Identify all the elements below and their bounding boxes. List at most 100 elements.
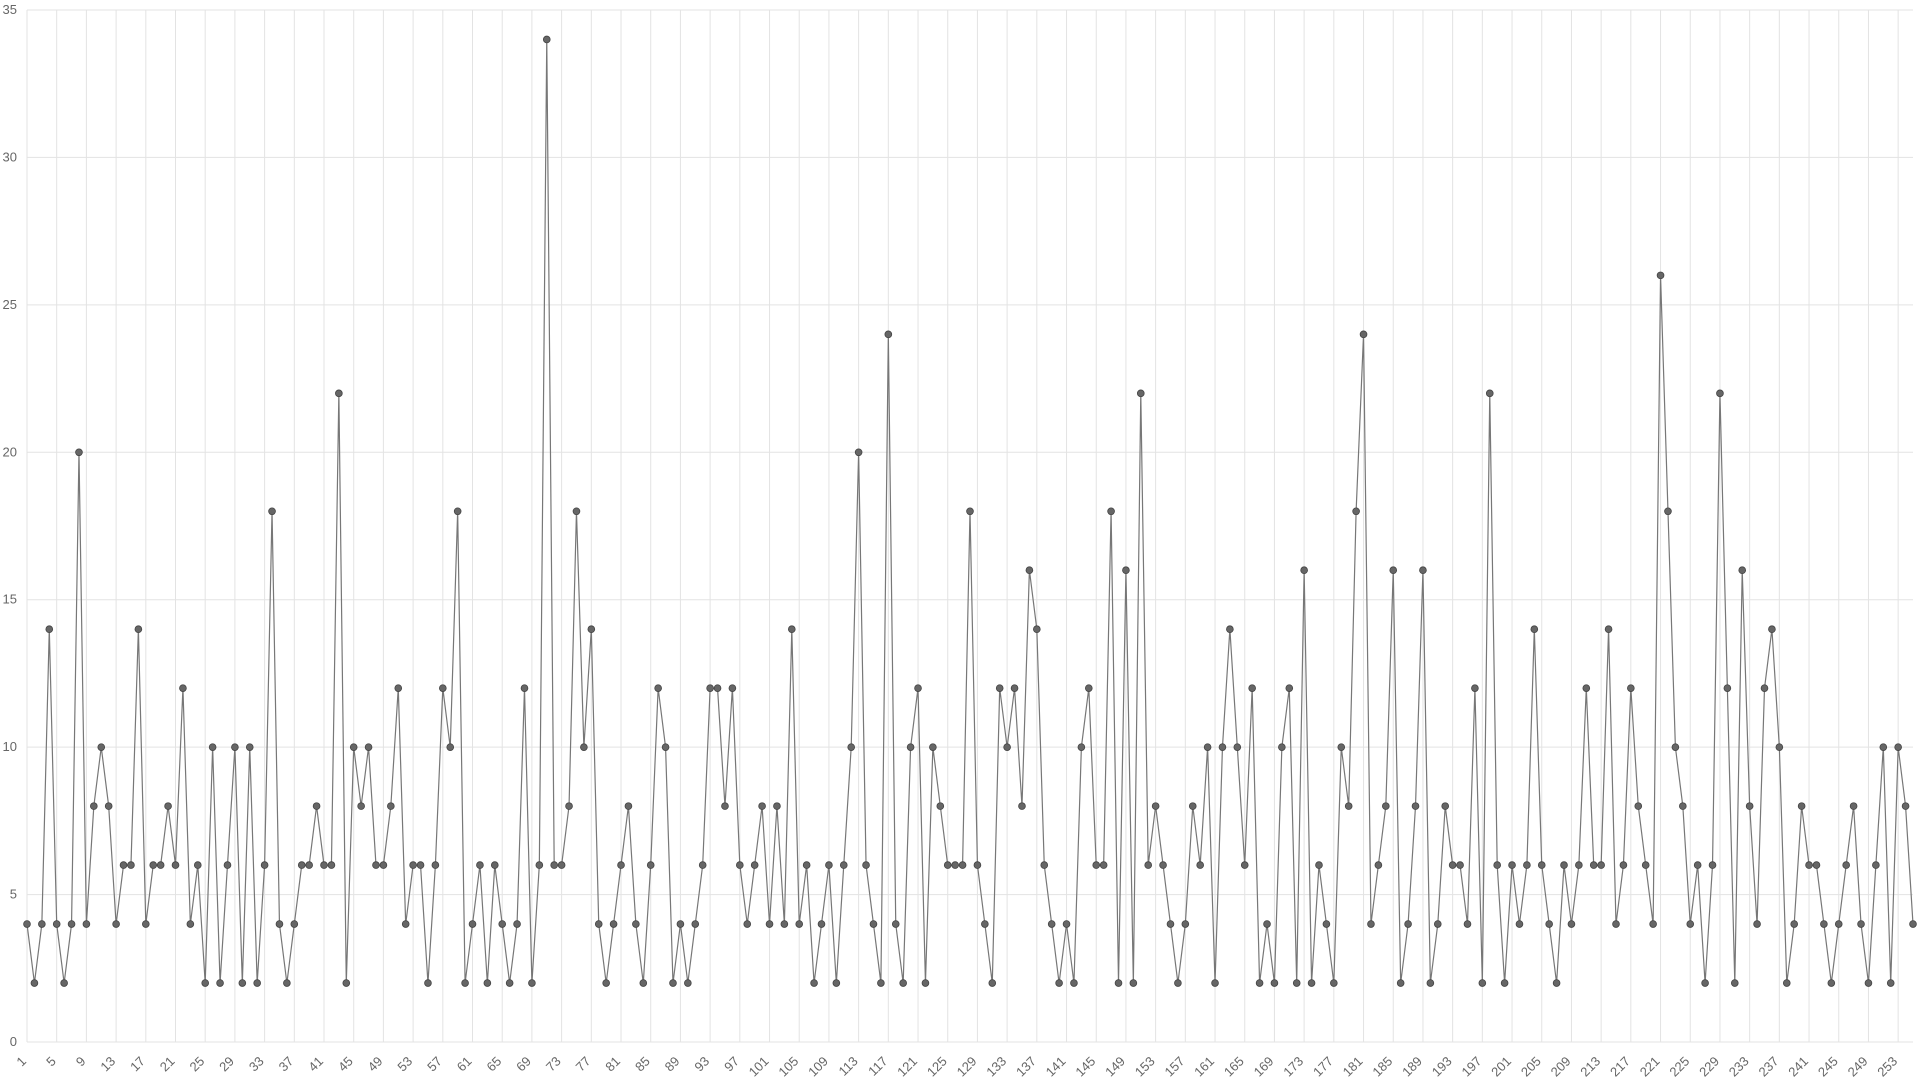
x-tick-label: 37 — [276, 1054, 297, 1075]
data-point — [1738, 566, 1747, 575]
data-point — [787, 625, 796, 633]
data-point — [349, 743, 358, 751]
data-point — [906, 743, 915, 751]
data-point — [1292, 979, 1301, 987]
x-tick-label: 173 — [1280, 1054, 1306, 1080]
data-point — [713, 684, 722, 692]
data-point — [231, 743, 239, 751]
data-point — [1233, 743, 1242, 751]
data-point — [1188, 802, 1197, 810]
data-point — [891, 920, 900, 928]
data-point — [201, 979, 210, 987]
data-point — [1396, 979, 1405, 987]
data-point — [899, 979, 907, 987]
x-tick-label: 205 — [1518, 1054, 1544, 1080]
data-point — [1181, 920, 1190, 928]
data-point — [1753, 920, 1761, 928]
data-point — [914, 684, 922, 692]
data-point — [505, 979, 514, 987]
data-point — [542, 35, 551, 44]
data-point — [966, 507, 974, 516]
data-point — [1433, 920, 1442, 928]
data-point — [52, 920, 61, 928]
data-point — [706, 684, 714, 692]
x-tick-label: 73 — [543, 1054, 564, 1075]
x-tick-label: 237 — [1756, 1054, 1782, 1080]
data-point — [1493, 861, 1501, 869]
x-tick-label: 61 — [454, 1054, 475, 1075]
data-point — [528, 979, 536, 987]
data-point — [587, 625, 596, 633]
data-point — [1901, 802, 1910, 810]
data-point — [431, 861, 440, 869]
data-point — [1894, 743, 1902, 751]
data-point — [1107, 507, 1115, 516]
x-tick-label: 221 — [1637, 1054, 1663, 1080]
data-point — [305, 861, 313, 869]
data-point — [127, 861, 135, 869]
data-point — [468, 920, 477, 928]
data-point — [1285, 684, 1294, 692]
data-point — [490, 861, 499, 869]
x-tick-label: 53 — [394, 1054, 415, 1075]
data-point — [1582, 684, 1591, 692]
data-point — [580, 743, 588, 751]
data-point — [1255, 979, 1264, 987]
data-point — [981, 920, 989, 928]
data-point — [1730, 979, 1739, 987]
data-point — [929, 743, 937, 751]
data-point — [1411, 802, 1420, 810]
x-tick-label: 77 — [573, 1054, 594, 1075]
data-point — [297, 861, 306, 869]
data-point — [1144, 861, 1153, 869]
data-point — [446, 743, 455, 751]
data-point — [639, 979, 648, 987]
x-tick-label: 21 — [157, 1054, 178, 1075]
data-point — [1033, 625, 1041, 633]
data-point — [453, 507, 462, 516]
x-tick-label: 1 — [13, 1054, 29, 1070]
data-point — [260, 861, 269, 869]
x-tick-label: 137 — [1013, 1054, 1039, 1080]
data-point — [609, 920, 618, 928]
data-point — [1263, 920, 1271, 928]
data-point — [1278, 743, 1286, 751]
data-point — [1203, 743, 1212, 751]
x-tick-label: 245 — [1815, 1054, 1841, 1080]
data-point — [602, 979, 610, 987]
data-point — [750, 861, 759, 869]
x-tick-label: 249 — [1845, 1054, 1871, 1080]
data-point — [513, 920, 521, 928]
data-point — [862, 861, 870, 869]
data-point — [1500, 979, 1509, 987]
data-point — [624, 802, 633, 810]
data-point — [1827, 979, 1836, 987]
data-point — [1552, 979, 1561, 987]
data-point — [565, 802, 573, 810]
x-tick-label: 85 — [632, 1054, 653, 1075]
x-tick-label: 217 — [1607, 1054, 1633, 1080]
data-point — [372, 861, 380, 869]
data-point — [1359, 330, 1368, 339]
x-tick-label: 133 — [983, 1054, 1009, 1080]
x-tick-label: 101 — [746, 1054, 772, 1080]
data-point — [1344, 802, 1353, 810]
data-point — [38, 920, 46, 928]
data-point — [1686, 920, 1695, 928]
data-point — [1010, 684, 1019, 692]
data-point — [186, 920, 195, 928]
x-tick-label: 49 — [365, 1054, 386, 1075]
data-point — [1248, 684, 1256, 692]
data-point — [1025, 566, 1034, 575]
data-point — [1114, 979, 1123, 987]
data-point — [1456, 861, 1464, 869]
data-point — [320, 861, 328, 869]
data-point — [676, 920, 685, 928]
data-point — [335, 389, 343, 398]
x-tick-label: 161 — [1191, 1054, 1217, 1080]
data-point — [847, 743, 855, 751]
x-tick-label: 209 — [1548, 1054, 1574, 1080]
x-tick-label: 177 — [1310, 1054, 1336, 1080]
data-point — [119, 861, 128, 869]
data-point — [1270, 979, 1279, 987]
